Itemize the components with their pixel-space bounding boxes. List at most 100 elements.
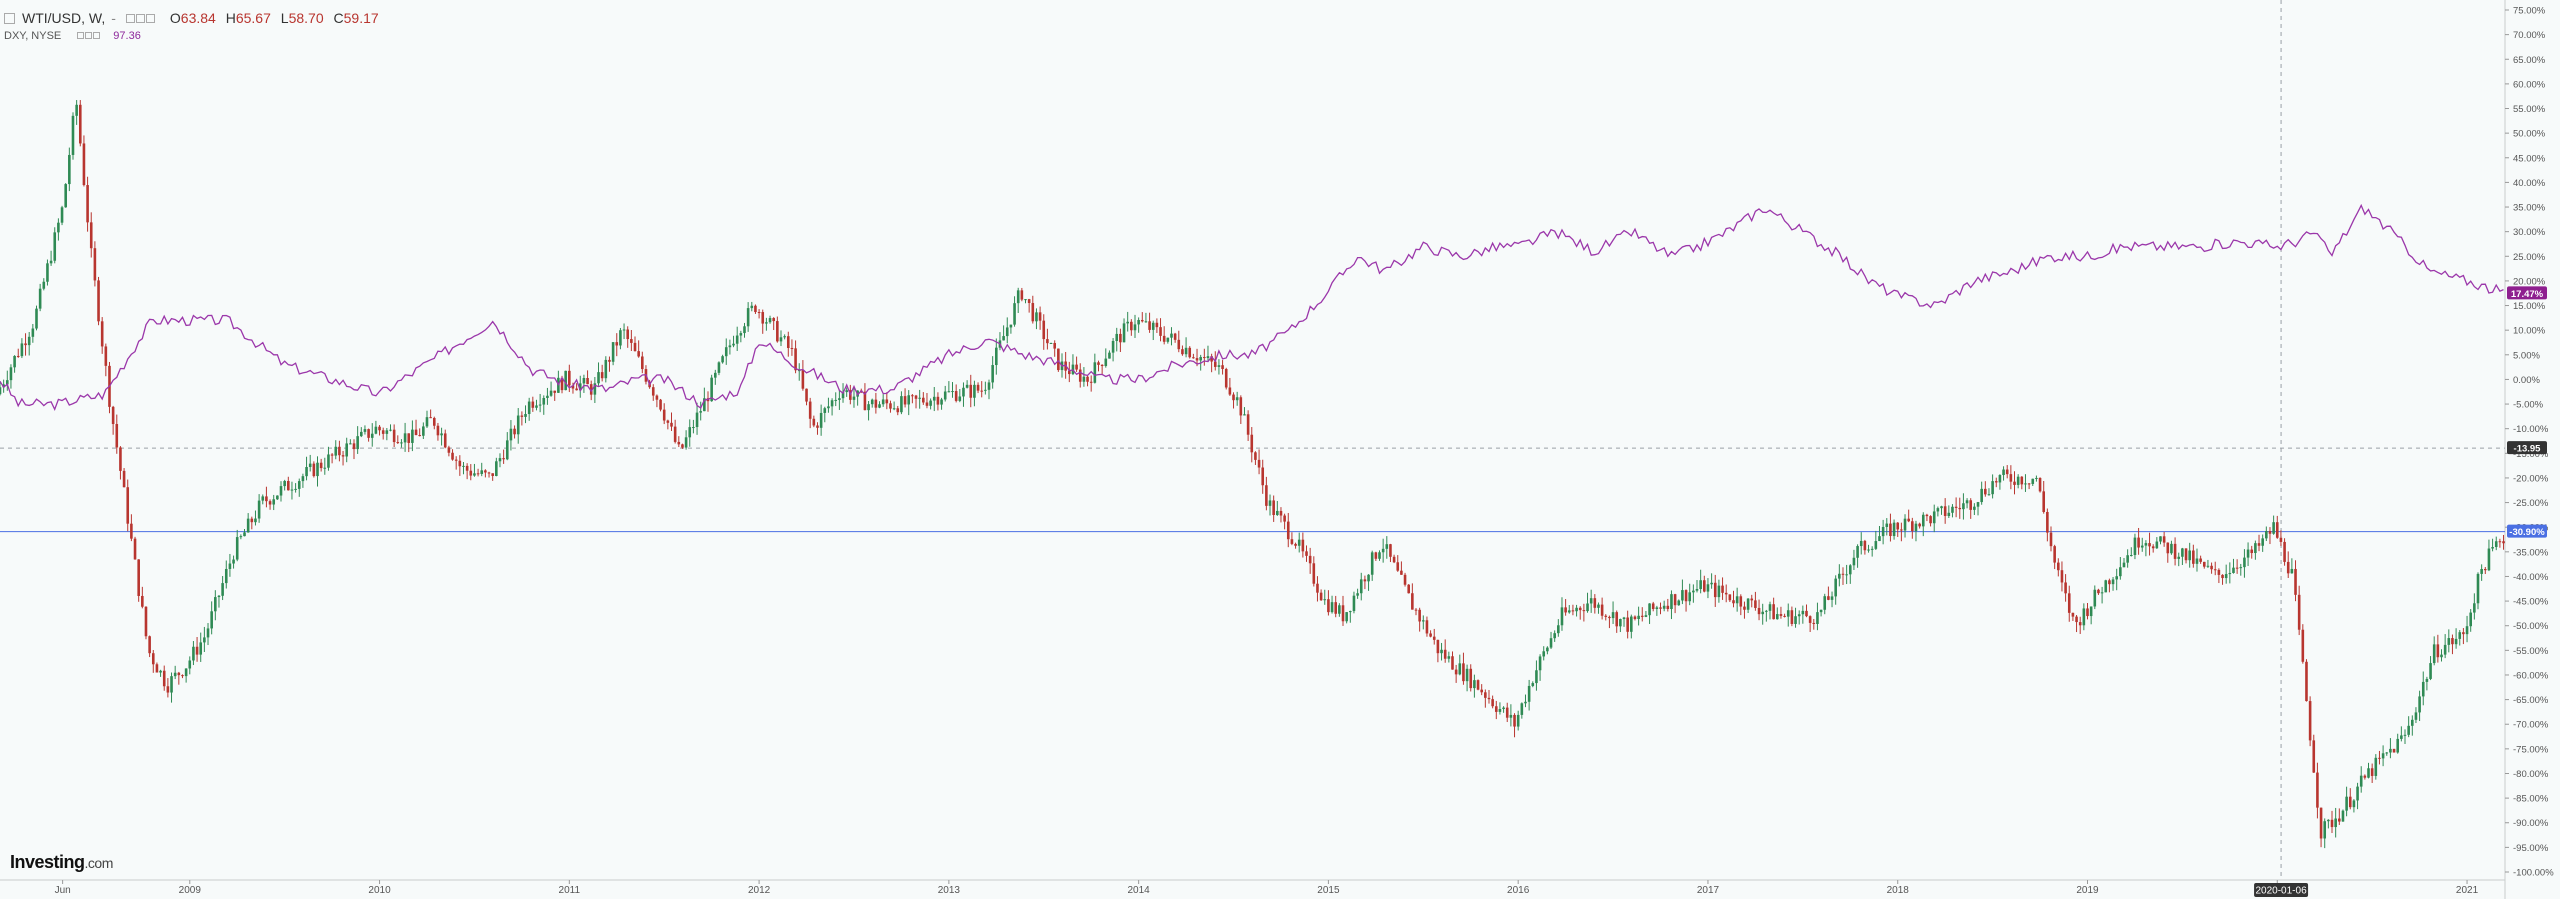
candle-body (2476, 573, 2480, 604)
series2-label[interactable]: DXY, NYSE (4, 30, 62, 42)
candle-body (1162, 335, 1166, 342)
candle-body (911, 395, 914, 397)
candle-body (1243, 414, 1246, 416)
candle-body (2119, 567, 2122, 577)
candle-body (64, 184, 67, 208)
eye-icon[interactable] (77, 32, 85, 39)
candle-body (1688, 592, 1692, 602)
collapse-icon[interactable] (4, 12, 15, 24)
candle-body (349, 443, 352, 445)
candle-body (418, 435, 421, 437)
candle-body (1097, 362, 1100, 365)
candle-body (159, 670, 162, 673)
candle-body (954, 391, 958, 401)
candle-body (228, 563, 232, 569)
candle-body (1458, 663, 1462, 675)
candle-body (1797, 614, 1801, 617)
candle-body (1597, 604, 1600, 608)
candle-body (312, 463, 316, 477)
legend-buttons[interactable] (125, 10, 156, 26)
candle-body (27, 336, 31, 346)
close-icon[interactable] (93, 32, 101, 39)
candle-body (776, 321, 779, 342)
candle-body (721, 356, 724, 363)
candle-body (1929, 516, 1932, 524)
candle-body (549, 390, 553, 396)
candle-body (1692, 590, 1695, 593)
candle-body (892, 408, 896, 410)
candle-body (429, 417, 432, 419)
candle-body (491, 473, 494, 476)
candle-body (235, 537, 239, 560)
close-icon[interactable] (145, 14, 155, 23)
candle-body (2396, 738, 2400, 753)
candle-body (1703, 580, 1706, 592)
candle-body (1432, 636, 1436, 640)
settings-icon[interactable] (135, 14, 145, 23)
candle-body (2374, 757, 2378, 776)
candle-body (918, 397, 921, 399)
candle-body (1173, 333, 1177, 340)
candle-body (2144, 543, 2148, 546)
candle-body (1728, 594, 1732, 601)
y-tick-label: -90.00% (2513, 818, 2549, 829)
candle-body (2173, 543, 2177, 559)
settings-icon[interactable] (85, 32, 93, 39)
candle-body (1940, 506, 1943, 509)
candle-body (1648, 603, 1651, 616)
candle-body (735, 335, 739, 344)
candle-body (1662, 605, 1666, 609)
candle-body (655, 395, 659, 400)
candle-body (1396, 562, 1400, 571)
candle-body (739, 333, 743, 336)
candle-body (1312, 563, 1316, 584)
candle-body (1057, 348, 1060, 371)
candle-body (542, 397, 546, 405)
candle-body (589, 384, 593, 395)
symbol-label[interactable]: WTI/USD, W, (22, 10, 106, 26)
candle-body (2294, 568, 2297, 595)
candle-body (757, 312, 761, 314)
candle-body (290, 489, 294, 491)
candle-body (790, 347, 794, 349)
candle-body (1954, 506, 1958, 508)
candle-body (531, 401, 535, 408)
candle-body (1005, 327, 1009, 337)
candle-body (1743, 606, 1746, 610)
candle-body (1735, 596, 1739, 604)
candle-body (1848, 565, 1852, 575)
candle-body (1538, 656, 1542, 671)
candle-body (1203, 357, 1206, 359)
candle-body (754, 305, 757, 313)
candle-body (600, 372, 604, 379)
candle-body (370, 433, 374, 438)
candle-body (206, 628, 210, 638)
candle-body (1706, 584, 1710, 592)
y-tick-label: -5.00% (2513, 400, 2544, 411)
candle-body (334, 446, 338, 456)
candle-body (834, 399, 838, 401)
candle-body (2027, 483, 2031, 485)
candle-body (991, 365, 994, 383)
candle-body (626, 329, 630, 340)
candle-body (1863, 540, 1867, 551)
candle-body (502, 458, 505, 460)
candle-body (1078, 369, 1082, 382)
candle-body (2155, 541, 2159, 549)
candle-body (319, 462, 323, 469)
candle-body (816, 425, 819, 428)
eye-icon[interactable] (125, 14, 135, 23)
candle-body (1575, 607, 1578, 612)
candle-body (1126, 321, 1129, 324)
candle-body (852, 396, 856, 400)
candle-body (1454, 669, 1458, 675)
candle-body (538, 404, 542, 406)
candle-body (1564, 607, 1567, 613)
candle-body (1757, 607, 1761, 615)
candle-body (2400, 735, 2403, 739)
candle-body (1363, 579, 1367, 582)
candle-body (703, 398, 706, 412)
series2-buttons[interactable] (77, 30, 101, 42)
candle-body (568, 370, 571, 386)
